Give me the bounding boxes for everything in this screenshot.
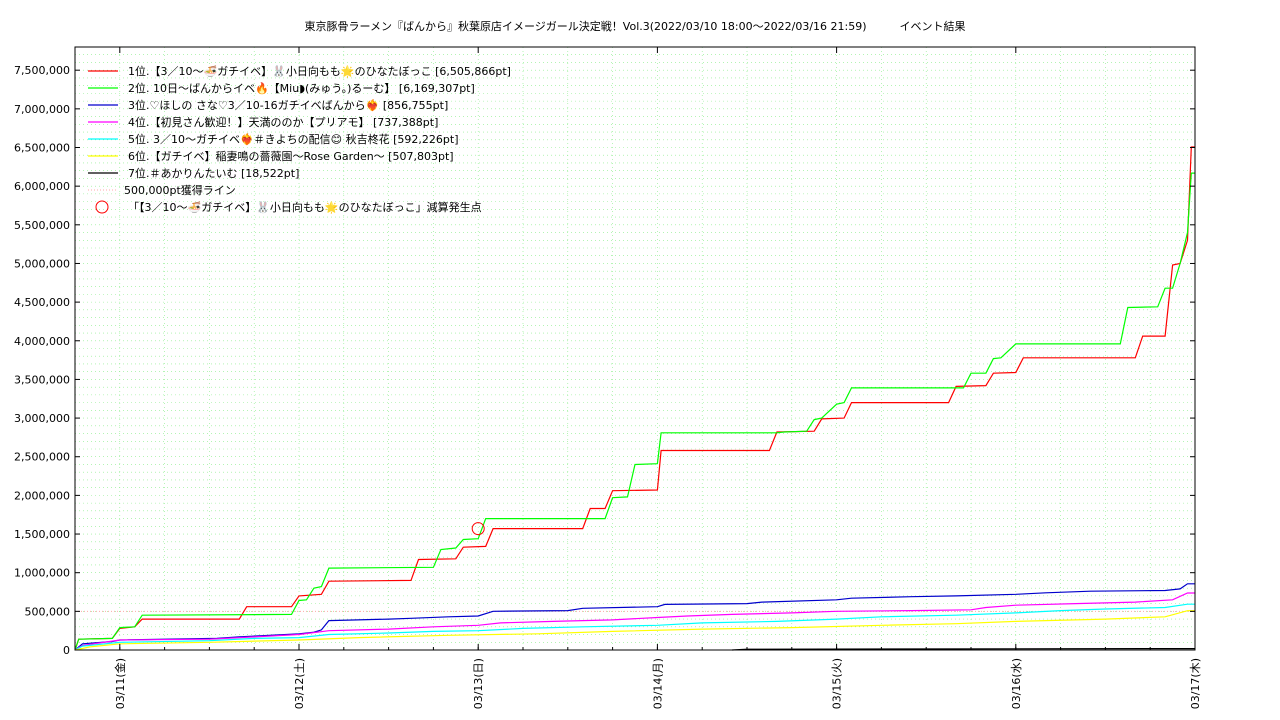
legend-label-5: 5位. 3／10〜ガチイベ❤️‍🔥＃きよちの配信😊 秋吉柊花 [592,226p…: [128, 132, 459, 146]
y-tick-label: 5,000,000: [14, 257, 70, 270]
x-tick-label: 03/16(水): [1010, 658, 1023, 709]
legend-label-annotation: 「【3／10〜🍜ガチイベ】🐰小日向もも🌟のひなたぼっこ」減算発生点: [128, 200, 482, 214]
y-tick-label: 3,500,000: [14, 373, 70, 386]
axis-layer: 0 500,000 1,000,000 1,500,000 2,000,000 2,500…: [14, 47, 1202, 709]
y-tick-label: 7,500,000: [14, 64, 70, 77]
y-tick-label: 4,500,000: [14, 296, 70, 309]
y-tick-label: 0: [63, 644, 70, 657]
legend-label-2: 2位. 10日〜ばんからイベ🔥【Miu◗(みゅう。)るーむ】 [6,169,30…: [128, 81, 475, 95]
y-tick-label: 3,000,000: [14, 412, 70, 425]
x-tick-label: 03/12(土): [293, 658, 306, 709]
series-line-3: [74, 583, 1195, 651]
chart-title: 東京豚骨ラーメン『ばんから』秋葉原店イメージガール決定戦！Vol.3(2022/…: [304, 20, 966, 33]
annotation-layer: [471, 522, 485, 536]
series-line-4: [74, 592, 1195, 651]
y-tick-label: 5,500,000: [14, 219, 70, 232]
legend-label-reference: 500,000pt獲得ライン: [124, 184, 236, 197]
x-tick-label: 03/15(火): [831, 658, 844, 709]
legend-label-7: 7位.＃あかりんたいむ [18,522pt]: [128, 166, 299, 180]
x-tick-label: 03/13(日): [472, 658, 485, 709]
y-tick-label: 2,000,000: [14, 489, 70, 502]
series-line-2: [74, 172, 1195, 651]
y-tick-label: 4,000,000: [14, 335, 70, 348]
x-tick-label: 03/14(月): [651, 658, 664, 709]
y-tick-label: 1,500,000: [14, 528, 70, 541]
y-tick-label: 6,000,000: [14, 180, 70, 193]
series-layer: [74, 146, 1195, 651]
grid-layer: [74, 47, 1196, 650]
legend-swatch-annotation: [95, 200, 109, 214]
legend-label-1: 1位.【3／10〜🍜ガチイベ】🐰小日向もも🌟のひなたぼっこ [6,505,866…: [128, 64, 511, 78]
x-tick-label: 03/11(金): [113, 658, 127, 709]
y-tick-label: 6,500,000: [14, 142, 70, 155]
y-tick-label: 500,000: [25, 605, 71, 618]
legend-label-6: 6位.【ガチイベ】稲妻鳴の薔薇園〜Rose Garden〜 [507,803pt…: [128, 149, 454, 163]
legend-label-4: 4位.【初見さん歓迎！】天満ののか【プリアモ】 [737,388pt]: [128, 115, 438, 129]
series-line-1: [74, 146, 1195, 651]
annotation-marker: [471, 522, 485, 536]
plot-frame: [74, 46, 1196, 651]
x-tick-label: 03/17(木): [1189, 658, 1202, 709]
y-tick-label: 1,000,000: [14, 567, 70, 580]
legend-label-3: 3位.♡ほしの さな♡3／10-16ガチイベばんから❤️‍🔥 [856,755p…: [128, 98, 448, 112]
legend: 1位.【3／10〜🍜ガチイベ】🐰小日向もも🌟のひなたぼっこ [6,505,866…: [88, 64, 511, 214]
y-tick-label: 7,000,000: [14, 103, 70, 116]
series-line-6: [74, 610, 1195, 651]
y-tick-label: 2,500,000: [14, 451, 70, 464]
series-line-5: [74, 603, 1195, 651]
